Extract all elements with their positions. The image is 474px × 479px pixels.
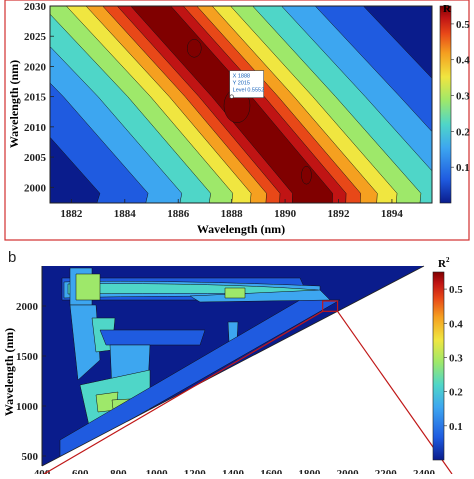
contour-peak	[187, 39, 202, 58]
contour-region	[75, 273, 101, 301]
x-tick-label: 1000	[146, 468, 169, 474]
x-tick-label: 1888	[221, 208, 244, 220]
datatip-level: Level 0.5552	[233, 88, 264, 94]
x-tick-label: 1600	[260, 468, 283, 474]
colorbar-tick-label: 0.2	[456, 126, 470, 138]
y-tick-label: 2025	[24, 31, 47, 43]
y-tick-label: 2005	[24, 152, 47, 164]
x-tick-label: 2200	[375, 468, 398, 474]
y-tick-label: 2000	[16, 301, 39, 313]
x-tick-label: 1886	[167, 208, 190, 220]
panel-a-colorbar	[439, 5, 452, 204]
panel-a-xlabel: Wavelength (nm)	[197, 222, 285, 236]
colorbar-tick-label: 0.4	[449, 318, 463, 330]
y-tick-label: 2000	[24, 182, 47, 194]
panel-a: 1882 1884 1886 1888 1890 1892 1894 2000 2005 2010…	[4, 0, 470, 241]
panel-b-colorbar	[432, 271, 445, 461]
zoom-connector-left	[43, 310, 323, 475]
y-tick-label: 2010	[24, 122, 47, 134]
contour-peak	[301, 165, 312, 185]
y-tick-label: 2020	[24, 61, 47, 73]
datatip-marker	[229, 94, 234, 99]
x-tick-label: 1200	[184, 468, 207, 474]
contour-region	[224, 287, 246, 299]
panel-b-diagonal	[41, 265, 425, 467]
colorbar-tick-label: 0.4	[456, 55, 470, 67]
panel-b-letter: b	[8, 249, 16, 266]
panel-b: b 400 600 800 1000 1200 1400 1600 1800 2000 2200 2…	[2, 249, 463, 479]
y-tick-label: 1000	[16, 401, 39, 413]
panel-a-axes-box	[49, 5, 433, 204]
x-tick-label: 600	[72, 468, 89, 474]
colorbar-tick-label: 0.3	[449, 352, 463, 364]
datatip[interactable]: X 1888 Y 2015 Level 0.5552	[229, 70, 264, 99]
datatip-x: X 1888	[233, 74, 250, 80]
panel-a-colorbar-ticks: 0.1 0.2 0.3 0.4 0.5	[451, 19, 470, 174]
colorbar-tick-label: 0.3	[456, 91, 470, 103]
panel-b-colorbar-label: R2	[438, 256, 450, 270]
zoom-box[interactable]	[322, 300, 339, 312]
panel-a-colorbar-label: R	[443, 3, 452, 15]
colorbar-tick-label: 0.2	[449, 387, 463, 399]
y-tick-label: 2030	[24, 1, 47, 13]
panel-b-colorbar-ticks: 0.1 0.2 0.3 0.4 0.5	[444, 284, 463, 433]
colorbar-tick-label: 0.5	[449, 284, 463, 296]
panel-a-ylabel: Wavelength (nm)	[7, 60, 21, 148]
x-tick-label: 1892	[328, 208, 351, 220]
colorbar-tick-label: 0.1	[449, 421, 463, 433]
x-tick-label: 1882	[60, 208, 83, 220]
y-tick-label: 1500	[16, 351, 39, 363]
x-tick-label: 800	[110, 468, 127, 474]
panel-b-ylabel: Wavelength (nm)	[2, 328, 16, 416]
x-tick-label: 1800	[298, 468, 321, 474]
x-tick-label: 1400	[222, 468, 245, 474]
contour-region	[189, 289, 331, 303]
panel-a-contour-bands	[50, 6, 432, 203]
datatip-box	[229, 70, 264, 98]
x-tick-label: 1890	[274, 208, 297, 220]
colorbar-tick-label: 0.5	[456, 19, 470, 31]
contour-region	[99, 329, 206, 346]
y-tick-label: 2015	[24, 92, 47, 104]
x-tick-label: 2400	[413, 468, 436, 474]
y-tick-label: 500	[22, 451, 39, 463]
x-tick-label: 2000	[337, 468, 360, 474]
datatip-y: Y 2015	[233, 81, 250, 87]
x-tick-label: 1894	[381, 208, 404, 220]
panel-a-plot-area	[50, 6, 432, 203]
x-tick-label: 1884	[114, 208, 137, 220]
panel-a-frame	[4, 0, 470, 241]
panel-a-ticks: 1882 1884 1886 1888 1890 1892 1894 2000 2005 2010…	[24, 1, 403, 220]
colorbar-tick-label: 0.1	[456, 162, 470, 174]
